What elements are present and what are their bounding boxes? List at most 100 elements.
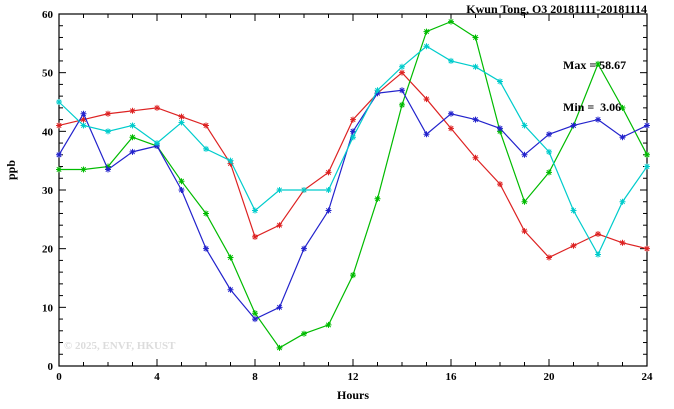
watermark: © 2025, ENVF, HKUST xyxy=(64,340,176,352)
y-axis-label: ppb xyxy=(4,160,18,181)
series-marker-blue xyxy=(497,125,503,132)
y-tick-label: 20 xyxy=(42,244,54,256)
series-marker-red xyxy=(644,245,650,252)
series-marker-cyan xyxy=(129,122,136,129)
x-tick-label: 8 xyxy=(252,371,258,383)
series-marker-blue xyxy=(203,245,209,252)
series-marker-blue xyxy=(423,131,430,138)
series-marker-red xyxy=(399,69,405,76)
series-marker-red xyxy=(80,116,87,123)
series-marker-cyan xyxy=(521,122,528,129)
series-marker-red xyxy=(252,233,258,240)
series-marker-green xyxy=(619,104,626,111)
series-marker-cyan xyxy=(570,207,577,214)
series-marker-blue xyxy=(546,131,552,138)
series-marker-blue xyxy=(472,116,479,123)
series-marker-blue xyxy=(399,87,405,94)
series-marker-blue xyxy=(619,134,626,141)
series-marker-red xyxy=(129,107,136,114)
plot-border xyxy=(58,13,648,367)
series-marker-blue xyxy=(276,304,283,311)
series-marker-green xyxy=(129,134,136,141)
series-marker-red xyxy=(423,96,430,103)
series-marker-cyan xyxy=(56,99,62,105)
series-marker-cyan xyxy=(80,122,87,129)
series-marker-green xyxy=(301,330,307,337)
chart-title: Kwun Tong, O3 20181111-20181114 xyxy=(466,2,647,16)
series-marker-green xyxy=(178,178,185,185)
series-marker-blue xyxy=(570,122,577,129)
series-marker-green xyxy=(252,310,258,317)
series-marker-green xyxy=(80,166,87,173)
series-marker-blue xyxy=(105,166,111,173)
series-marker-red xyxy=(448,125,454,132)
series-marker-cyan xyxy=(227,157,234,164)
y-tick-label: 0 xyxy=(48,361,54,373)
series-marker-red xyxy=(276,222,283,229)
series-marker-green xyxy=(644,151,650,158)
series-marker-cyan xyxy=(399,63,405,70)
series-marker-cyan xyxy=(203,145,209,152)
series-marker-cyan xyxy=(448,57,454,64)
series-marker-red xyxy=(619,239,626,246)
x-tick-label: 24 xyxy=(642,371,654,383)
series-marker-cyan xyxy=(595,251,601,258)
series-marker-red xyxy=(521,228,528,235)
series-marker-red xyxy=(178,113,185,120)
series-line-blue xyxy=(58,89,648,320)
series-marker-green xyxy=(595,60,601,67)
series-marker-green xyxy=(423,28,430,35)
series-marker-blue xyxy=(80,110,87,117)
max-annotation: Max = 58.67 xyxy=(563,58,627,72)
series-marker-green xyxy=(350,272,356,279)
series-marker-green xyxy=(276,344,283,351)
series-marker-cyan xyxy=(252,207,258,214)
series-marker-red xyxy=(325,169,332,176)
x-tick-label: 20 xyxy=(544,371,556,383)
x-tick-label: 16 xyxy=(446,371,458,383)
series-marker-green xyxy=(374,195,381,202)
series-marker-cyan xyxy=(105,128,111,135)
series-marker-cyan xyxy=(497,78,503,85)
series-marker-red xyxy=(595,231,601,237)
series-marker-red xyxy=(203,122,209,129)
series-marker-cyan xyxy=(546,148,552,155)
series-marker-red xyxy=(56,122,62,129)
series-marker-green xyxy=(399,101,405,108)
series-marker-blue xyxy=(301,245,307,252)
maxmin-annotation: Max = 58.67 Min = 3.06 xyxy=(563,30,626,142)
series-marker-cyan xyxy=(619,198,626,205)
series-marker-red xyxy=(497,181,503,188)
series-marker-blue xyxy=(644,122,650,129)
x-tick-label: 12 xyxy=(348,371,360,383)
y-tick-label: 60 xyxy=(42,9,54,21)
y-tick-label: 30 xyxy=(42,185,54,197)
x-axis-label: Hours xyxy=(336,388,370,402)
series-marker-cyan xyxy=(325,187,332,193)
series-marker-red xyxy=(105,110,111,117)
series-marker-green xyxy=(521,198,528,205)
series-marker-blue xyxy=(325,207,332,214)
series-marker-green xyxy=(56,166,62,173)
x-tick-label: 4 xyxy=(154,371,160,383)
series-marker-blue xyxy=(595,116,601,123)
series-marker-blue xyxy=(129,148,136,155)
series-marker-blue xyxy=(178,187,185,193)
series-marker-blue xyxy=(521,151,528,158)
series-marker-cyan xyxy=(472,63,479,70)
series-marker-green xyxy=(448,18,454,25)
series-marker-red xyxy=(350,116,356,123)
y-tick-label: 40 xyxy=(42,126,54,138)
series-marker-cyan xyxy=(644,163,650,170)
series-marker-blue xyxy=(252,316,258,323)
series-marker-red xyxy=(546,254,552,261)
series-marker-red xyxy=(154,104,160,111)
series-marker-green xyxy=(325,321,332,328)
series-line-cyan xyxy=(58,45,648,256)
series-marker-blue xyxy=(350,128,356,135)
series-line-red xyxy=(58,71,648,259)
series-marker-blue xyxy=(56,151,62,158)
series-marker-cyan xyxy=(154,140,160,147)
